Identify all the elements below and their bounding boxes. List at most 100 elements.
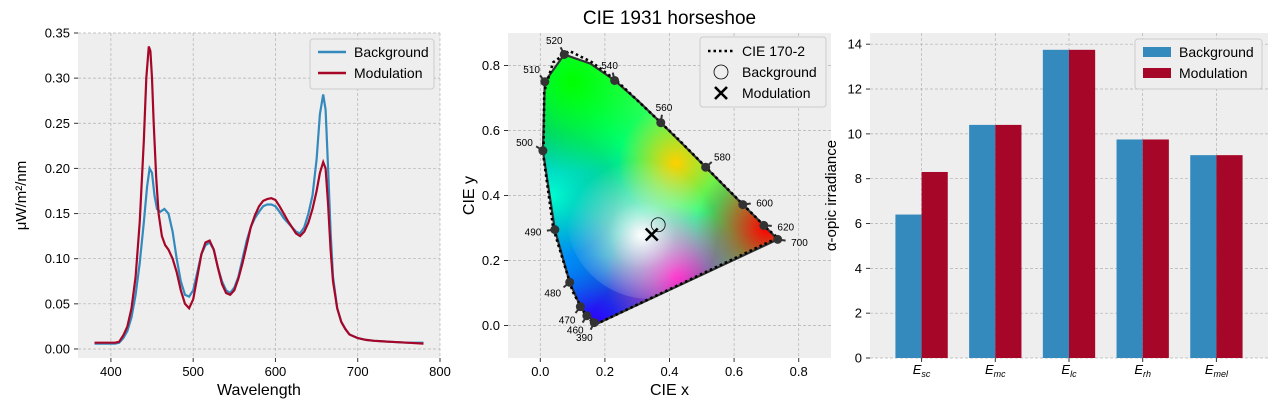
y-tick-label: 0.6 xyxy=(482,123,500,138)
y-tick-label: 14 xyxy=(848,37,862,52)
spectrum-chart: 400 500 600 700 800 0.00 0.05 0.10 0.15 0.20 0.25 0… xyxy=(13,26,451,400)
wavelength-dot-500 xyxy=(538,146,548,156)
bar-background-lc xyxy=(1042,49,1069,359)
y-tick-label: 2 xyxy=(855,306,862,321)
bar-background-rh xyxy=(1116,139,1143,358)
bar-background-sc xyxy=(895,214,922,358)
y-tick-label: 10 xyxy=(848,126,862,141)
wavelength-label-500: 500 xyxy=(516,138,533,149)
bar-background-mc xyxy=(969,124,996,359)
x-tick-label: 800 xyxy=(429,364,451,379)
x-tick-label: 400 xyxy=(100,364,122,379)
wavelength-label-540: 540 xyxy=(601,61,618,72)
x-tick-label: 0.0 xyxy=(531,364,549,379)
x-tick-label: 0.2 xyxy=(596,364,614,379)
cie-chart-title: CIE 1931 horseshoe xyxy=(583,8,756,29)
bar-modulation-lc xyxy=(1069,49,1096,359)
wavelength-label-470: 470 xyxy=(559,315,576,326)
legend-label-modulation: Modulation xyxy=(1179,65,1248,81)
y-tick-label: 0.10 xyxy=(45,251,70,266)
legend-label-background-point: Background xyxy=(742,64,817,80)
wavelength-dot-510 xyxy=(540,77,550,87)
alpha-opic-ticks: 0 2 4 6 8 10 12 14 Esc Emc Elc Erh Emel xyxy=(848,37,1229,379)
alpha-opic-legend: Background Modulation xyxy=(1134,38,1263,90)
wavelength-dot-470 xyxy=(575,302,585,312)
wavelength-label-580: 580 xyxy=(714,153,731,164)
wavelength-label-520: 520 xyxy=(546,36,563,47)
y-tick-label: 0.30 xyxy=(45,71,70,86)
y-axis-label: μW/m²/nm xyxy=(13,161,30,230)
y-tick-label: 4 xyxy=(855,261,862,276)
wavelength-dot-580 xyxy=(701,162,711,172)
gamut-white-point-glow xyxy=(566,131,735,299)
wavelength-label-600: 600 xyxy=(756,198,773,209)
bar-modulation-sc xyxy=(921,171,948,358)
x-tick-label-rh: Erh xyxy=(1134,362,1151,379)
wavelength-dot-620 xyxy=(759,220,769,230)
cie-ticks: 0.0 0.2 0.4 0.6 0.8 0.0 0.2 0.4 0.6 0.8 xyxy=(482,58,808,379)
wavelength-label-560: 560 xyxy=(656,103,673,114)
x-tick-label: 0.8 xyxy=(790,364,808,379)
x-tick-label: 700 xyxy=(347,364,369,379)
spectrum-gridlines xyxy=(78,32,441,358)
wavelength-dot-520 xyxy=(559,49,569,59)
wavelength-label-460: 460 xyxy=(567,325,584,336)
x-tick-label-sc: Esc xyxy=(913,362,931,379)
x-tick-label: 0.4 xyxy=(660,364,678,379)
wavelength-dot-490 xyxy=(550,225,560,235)
x-tick-label-mel: Emel xyxy=(1205,362,1229,379)
x-tick-label: 500 xyxy=(182,364,204,379)
x-axis-label: Wavelength xyxy=(217,382,301,399)
y-tick-label: 0.15 xyxy=(45,206,70,221)
legend-label-cie-170-2: CIE 170-2 xyxy=(742,43,805,59)
cie-y-axis-label: CIE y xyxy=(461,176,478,215)
legend-swatch-background-point xyxy=(713,64,729,80)
gamut-hue-glow xyxy=(542,54,664,173)
y-tick-label: 12 xyxy=(848,82,862,97)
x-tick-label-lc: Elc xyxy=(1061,362,1077,379)
bar-modulation-mel xyxy=(1216,155,1243,358)
bar-modulation-mc xyxy=(995,124,1022,359)
x-tick-label: 600 xyxy=(265,364,287,379)
legend-label-background: Background xyxy=(1179,44,1254,60)
y-tick-label: 0.0 xyxy=(482,318,500,333)
legend-box xyxy=(699,36,827,108)
y-tick-label: 0 xyxy=(855,351,862,366)
point-modulation xyxy=(644,227,659,242)
y-tick-label: 0.4 xyxy=(482,188,500,203)
bar-background-mel xyxy=(1190,155,1217,358)
y-tick-label: 8 xyxy=(855,171,862,186)
legend-label-background: Background xyxy=(354,44,429,60)
wavelength-dot-540 xyxy=(610,75,620,85)
alpha-opic-chart: 0 2 4 6 8 10 12 14 Esc Emc Elc Erh Emel α-opic irrad… xyxy=(823,33,1268,379)
alpha-opic-bars xyxy=(895,49,1243,359)
cie-legend: CIE 170-2 Background Modulation xyxy=(699,36,827,108)
alpha-opic-y-axis-label: α-opic irradiance xyxy=(823,140,840,251)
cie-x-axis-label: CIE x xyxy=(650,382,689,399)
wavelength-label-480: 480 xyxy=(544,288,561,299)
chromaticity-points xyxy=(644,217,666,242)
y-tick-label: 0.35 xyxy=(45,26,70,41)
wavelength-dot-460 xyxy=(582,311,592,321)
wavelength-dot-560 xyxy=(656,118,666,128)
y-tick-label: 0.8 xyxy=(482,58,500,73)
spectrum-series xyxy=(94,46,424,345)
x-tick-label: 0.6 xyxy=(725,364,743,379)
y-tick-label: 0.2 xyxy=(482,253,500,268)
spectrum-legend: Background Modulation xyxy=(309,38,435,90)
legend-label-modulation-point: Modulation xyxy=(742,85,811,101)
wavelength-dot-600 xyxy=(738,200,748,210)
y-tick-label: 6 xyxy=(855,216,862,231)
bar-modulation-rh xyxy=(1142,139,1169,358)
series-line-modulation xyxy=(94,46,424,345)
y-tick-label: 0.20 xyxy=(45,161,70,176)
wavelength-label-490: 490 xyxy=(525,228,542,239)
wavelength-label-700: 700 xyxy=(791,238,808,249)
legend-swatch-modulation xyxy=(1143,68,1171,78)
cie-170-2-locus xyxy=(542,49,781,326)
wavelength-label-620: 620 xyxy=(777,222,794,233)
legend-label-modulation: Modulation xyxy=(354,65,423,81)
x-tick-label-mc: Emc xyxy=(985,362,1006,379)
